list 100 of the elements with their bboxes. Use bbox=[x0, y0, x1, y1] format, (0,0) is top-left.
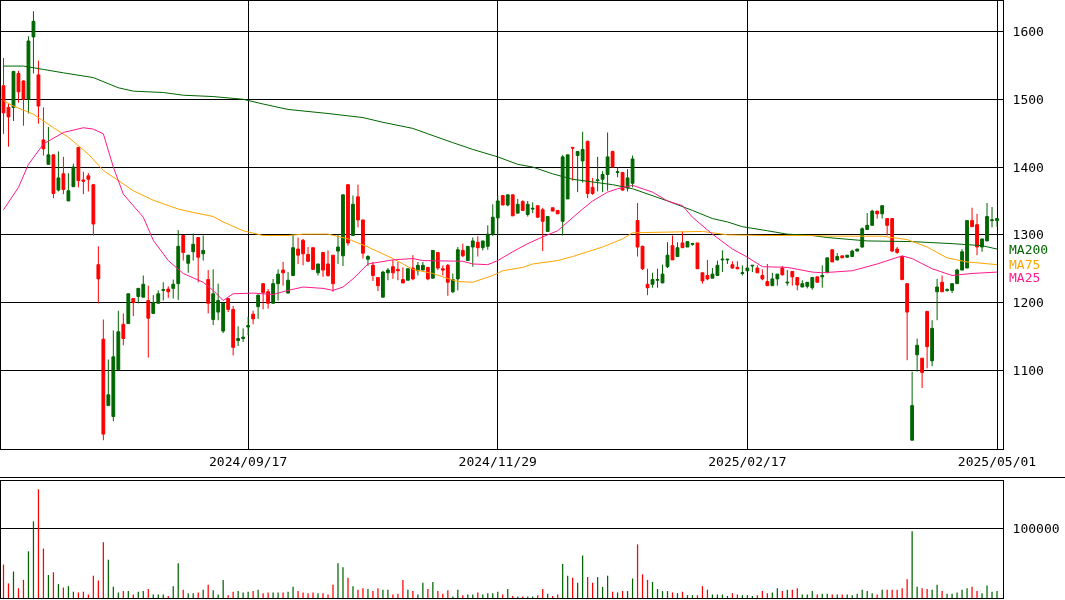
candlestick bbox=[371, 261, 375, 282]
x-tick-label: 2024/09/17 bbox=[208, 453, 288, 469]
candlestick bbox=[765, 263, 770, 287]
candlestick bbox=[875, 210, 880, 220]
candlestick bbox=[61, 156, 66, 195]
candlestick bbox=[515, 198, 520, 214]
candlestick bbox=[460, 243, 465, 258]
candlestick bbox=[475, 235, 480, 258]
candlestick bbox=[41, 106, 46, 157]
candlestick bbox=[36, 60, 41, 125]
candlestick bbox=[880, 205, 885, 220]
candlestick bbox=[570, 146, 575, 182]
candlestick bbox=[680, 230, 685, 249]
candlestick bbox=[845, 254, 850, 259]
candlestick bbox=[920, 357, 925, 389]
candlestick bbox=[251, 310, 256, 325]
candlestick bbox=[151, 294, 156, 314]
candlestick bbox=[510, 194, 515, 217]
candlestick bbox=[256, 293, 261, 320]
candlestick bbox=[800, 279, 805, 288]
candlestick bbox=[181, 235, 186, 262]
candlestick bbox=[286, 271, 290, 294]
candlestick bbox=[750, 264, 755, 273]
candlestick bbox=[11, 70, 16, 122]
candlestick bbox=[420, 261, 425, 271]
candlestick bbox=[91, 184, 96, 237]
candlestick bbox=[196, 237, 201, 283]
y-tick-label: 100000 bbox=[1012, 520, 1060, 536]
candlestick bbox=[755, 264, 760, 274]
candlestick bbox=[545, 216, 550, 232]
candlestick bbox=[166, 285, 171, 299]
candlestick bbox=[695, 242, 700, 270]
candlestick bbox=[665, 241, 670, 269]
y-tick-label: 1500 bbox=[1012, 91, 1044, 107]
candlestick bbox=[910, 371, 915, 441]
line-series bbox=[3, 127, 998, 302]
series-label: MA75 bbox=[1009, 257, 1041, 272]
candlestick bbox=[71, 163, 76, 188]
candlestick bbox=[246, 316, 251, 336]
candlestick bbox=[236, 325, 241, 347]
candlestick bbox=[206, 269, 211, 314]
candlestick bbox=[346, 184, 350, 247]
candlestick bbox=[46, 126, 51, 165]
candlestick bbox=[51, 154, 56, 199]
candlestick bbox=[410, 254, 415, 281]
candlestick bbox=[820, 264, 825, 289]
candlestick bbox=[505, 194, 510, 207]
candlestick bbox=[630, 155, 635, 188]
candlestick bbox=[56, 150, 61, 192]
candlestick bbox=[830, 249, 835, 263]
candlestick bbox=[915, 338, 920, 373]
x-tick-label: 2024/11/29 bbox=[458, 453, 537, 469]
candlestick bbox=[925, 310, 930, 369]
candlestick bbox=[500, 195, 505, 206]
candlestick bbox=[201, 235, 206, 262]
candlestick bbox=[405, 268, 410, 281]
candlestick bbox=[530, 201, 535, 214]
y-tick-label: 1200 bbox=[1012, 295, 1044, 311]
candlestick bbox=[66, 172, 71, 202]
candlestick bbox=[430, 249, 435, 279]
candlestick bbox=[455, 246, 460, 291]
candlestick bbox=[191, 232, 196, 262]
candlestick bbox=[745, 256, 750, 272]
candlestick bbox=[281, 261, 285, 287]
candlestick bbox=[905, 283, 910, 361]
candlestick bbox=[730, 260, 735, 270]
candlestick bbox=[351, 195, 355, 237]
series-label: MA25 bbox=[1009, 270, 1041, 285]
x-tick-label: 2025/02/17 bbox=[708, 453, 787, 469]
candlestick bbox=[940, 274, 944, 293]
candlestick bbox=[935, 278, 939, 321]
candlestick bbox=[126, 293, 131, 325]
candlestick bbox=[121, 312, 126, 346]
y-tick-label: 1100 bbox=[1012, 362, 1044, 378]
candlestick bbox=[316, 263, 320, 276]
candlestick bbox=[211, 268, 216, 326]
candlestick bbox=[555, 209, 560, 215]
candlestick bbox=[146, 285, 151, 358]
candlestick bbox=[675, 241, 680, 258]
candlestick bbox=[780, 265, 785, 276]
candlestick bbox=[645, 268, 650, 296]
candlestick bbox=[186, 254, 191, 274]
candlestick bbox=[785, 269, 790, 287]
candlestick bbox=[720, 249, 725, 273]
candlestick bbox=[670, 235, 675, 261]
candlestick bbox=[840, 255, 845, 259]
y-tick-label: 1300 bbox=[1012, 227, 1044, 243]
candlestick bbox=[101, 319, 106, 441]
candlestick bbox=[900, 256, 905, 281]
candlestick bbox=[615, 166, 620, 178]
candlestick bbox=[495, 195, 500, 237]
y-tick-label: 1400 bbox=[1012, 159, 1044, 175]
y-tick-label: 1600 bbox=[1012, 24, 1044, 40]
candlestick bbox=[376, 277, 380, 292]
candlestick bbox=[425, 266, 430, 281]
candlestick bbox=[261, 283, 266, 310]
candlestick bbox=[610, 150, 615, 168]
candlestick bbox=[176, 229, 181, 301]
candlestick bbox=[401, 266, 405, 284]
x-tick-label: 2025/05/01 bbox=[957, 453, 1037, 469]
